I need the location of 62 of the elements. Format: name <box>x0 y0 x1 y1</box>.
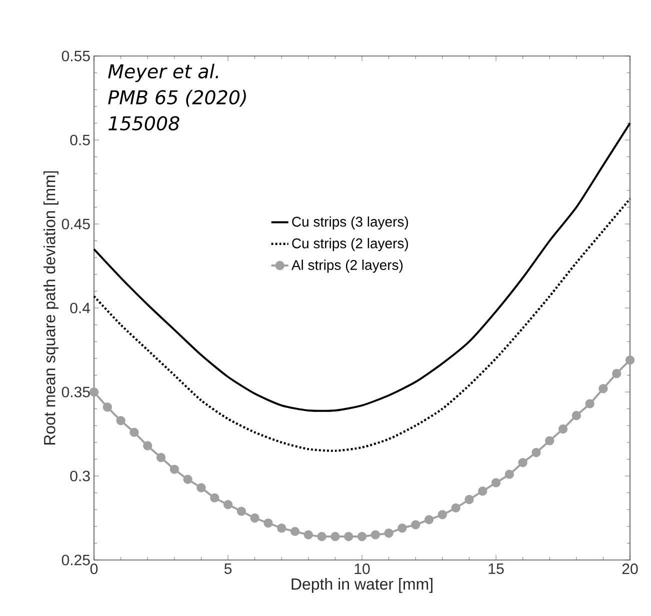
point <box>196 483 206 492</box>
point <box>478 486 488 496</box>
point <box>317 532 326 542</box>
point <box>625 355 635 365</box>
point <box>156 452 166 462</box>
point <box>277 523 286 533</box>
point <box>370 530 380 540</box>
point <box>451 503 460 513</box>
point <box>585 399 594 408</box>
annotation: PMB 65 (2020) <box>108 90 246 107</box>
point <box>464 494 474 504</box>
point <box>572 410 581 420</box>
point <box>102 402 112 412</box>
point <box>116 416 126 426</box>
point <box>491 478 501 488</box>
legend-label: Cu strips (2 layers) <box>292 238 408 252</box>
y-tick-label: 0.25 <box>62 554 90 566</box>
x-axis-title: Depth in water [mm] <box>292 578 432 593</box>
y-tick-label: 0.45 <box>62 218 90 230</box>
x-tick-label: 10 <box>354 564 370 574</box>
legend-label: Al strips (2 layers) <box>291 260 403 273</box>
y-tick-label: 0.35 <box>62 386 90 398</box>
point <box>424 515 434 524</box>
y-tick-label: 0.3 <box>70 470 90 482</box>
point <box>598 384 608 394</box>
point <box>504 470 514 479</box>
line-series <box>92 198 632 452</box>
legend-label: Cu strips (3 layers) <box>292 216 408 230</box>
point <box>545 436 554 446</box>
x-tick-label: 15 <box>488 564 504 574</box>
y-tick-label: 0.5 <box>70 134 90 146</box>
point <box>438 510 447 520</box>
point <box>264 518 273 528</box>
point <box>304 530 313 540</box>
y-axis-title: Root mean square path deviation [mm] <box>44 171 58 445</box>
point <box>518 458 528 468</box>
point <box>89 387 99 397</box>
x-tick-label: 20 <box>622 564 638 574</box>
y-tick-label: 0.55 <box>62 50 90 62</box>
annotation: 155008 <box>108 116 180 130</box>
point <box>357 532 367 542</box>
point <box>344 532 354 542</box>
point <box>558 424 568 434</box>
point <box>250 513 260 523</box>
point <box>411 520 420 530</box>
point <box>183 474 192 484</box>
point <box>210 493 220 502</box>
point <box>290 526 300 536</box>
x-tick-label: 0 <box>90 564 98 574</box>
annotation: Meyer et al. <box>108 64 218 82</box>
point <box>130 428 139 437</box>
y-tick-label: 0.4 <box>70 302 90 314</box>
point <box>532 448 541 458</box>
point <box>170 464 179 474</box>
point <box>330 532 340 542</box>
point <box>612 368 622 378</box>
point <box>236 506 246 516</box>
x-tick-label: 5 <box>224 564 232 574</box>
point <box>223 500 233 510</box>
point <box>384 528 394 538</box>
point <box>143 441 152 450</box>
point <box>398 523 407 533</box>
